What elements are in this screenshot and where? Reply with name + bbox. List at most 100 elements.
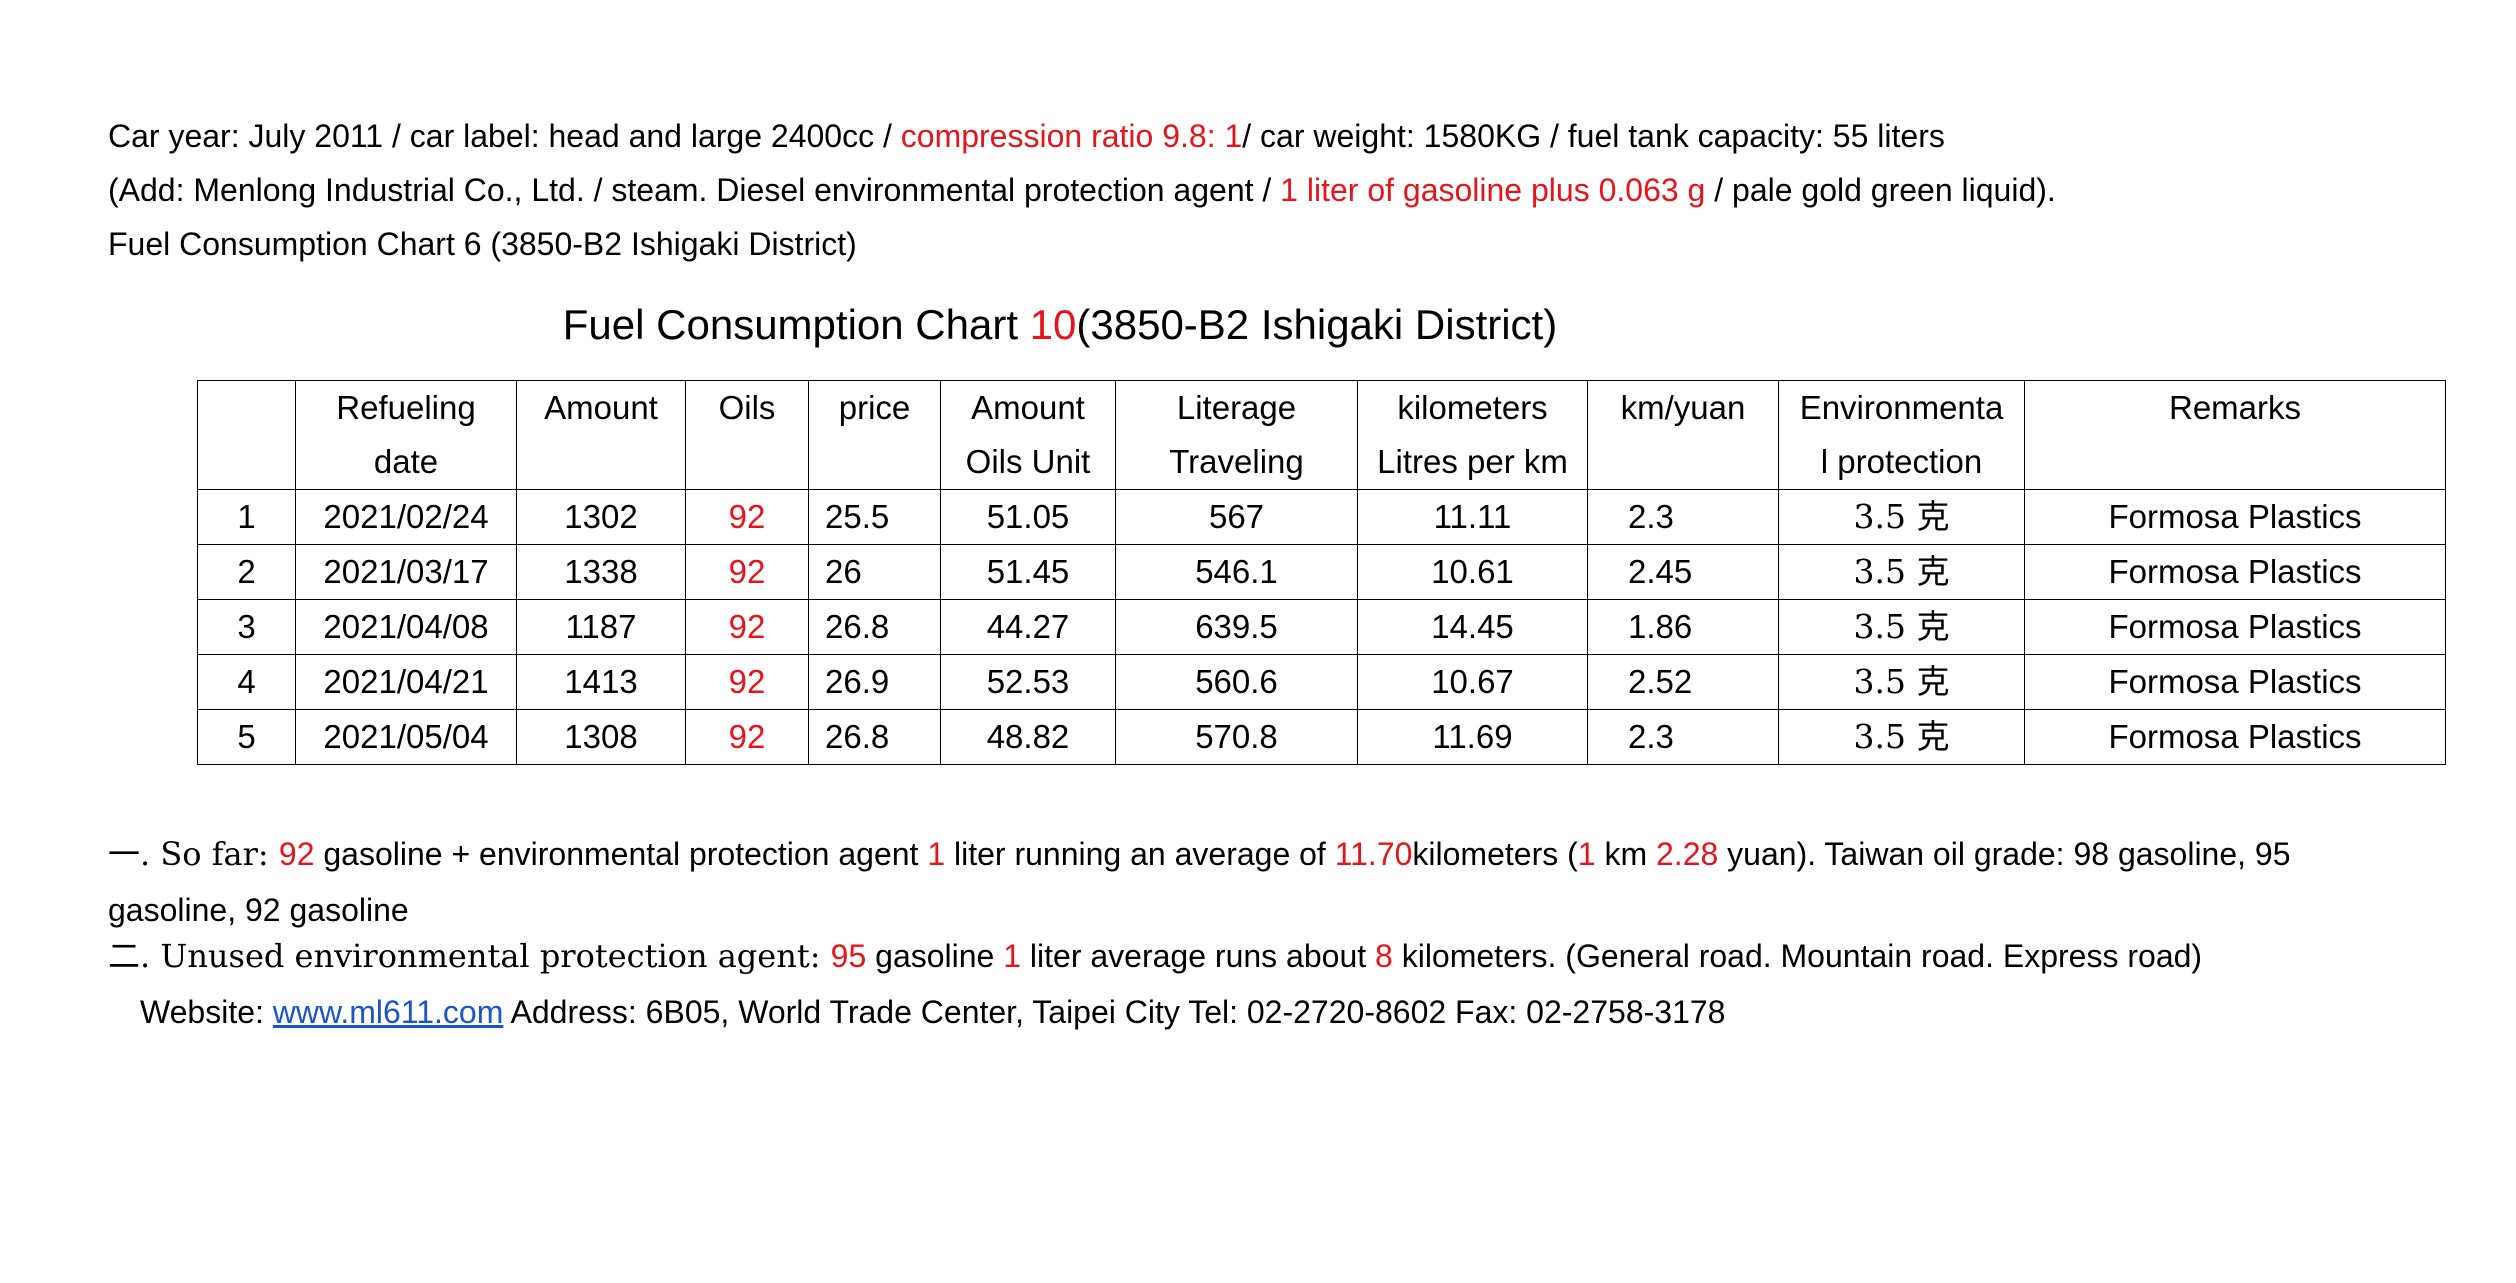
cell-unit: 44.27 [940, 599, 1116, 655]
intro-text: / car weight: 1580KG / fuel tank capacit… [1242, 118, 1945, 154]
cell-traveling: 546.1 [1115, 544, 1358, 600]
fuel-consumption-table: Refueling date Amount Oils price Amount Oi… [197, 380, 2446, 765]
cell-price: 25.5 [808, 489, 941, 545]
contact-line: Website: www.ml611.com Address: 6B05, Wo… [140, 992, 1725, 1032]
intro-line-2: (Add: Menlong Industrial Co., Ltd. / ste… [108, 170, 2056, 210]
cell-km-yuan: 2.3 [1587, 489, 1779, 545]
highlight-value: 95 [830, 938, 867, 974]
table-row: 1 2021/02/24 1302 92 25.5 51.05 567 11.1… [197, 489, 2446, 545]
cell-amount: 1302 [516, 489, 686, 545]
note-text: gasoline [866, 938, 1004, 974]
note-text: yuan). Taiwan oil grade: 98 gasoline, 95… [108, 836, 2291, 928]
header-refueling-date: Refueling date [295, 380, 517, 490]
cell-price: 26.8 [808, 599, 941, 655]
table-row: 4 2021/04/21 1413 92 26.9 52.53 560.6 10… [197, 654, 2446, 710]
highlight-value: 8 [1375, 938, 1393, 974]
table-row: 5 2021/05/04 1308 92 26.8 48.82 570.8 11… [197, 709, 2446, 765]
note-text: gasoline + environmental protection agen… [314, 836, 928, 872]
cell-unit: 51.45 [940, 544, 1116, 600]
cell-date: 2021/02/24 [295, 489, 517, 545]
table-header-row: Refueling date Amount Oils price Amount Oi… [197, 380, 2446, 490]
note-prefix: 一. So far: [108, 835, 279, 873]
cell-remarks: Formosa Plastics [2024, 489, 2446, 545]
table-title: Fuel Consumption Chart 10(3850-B2 Ishiga… [0, 298, 2120, 352]
cell-remarks: Formosa Plastics [2024, 654, 2446, 710]
highlight-value: 1 [1577, 836, 1596, 872]
summary-note-1: 一. So far: 92 gasoline + environmental p… [108, 826, 2408, 938]
highlight-value: 11.70 [1334, 836, 1413, 872]
cell-price: 26 [808, 544, 941, 600]
cell-price: 26.8 [808, 709, 941, 765]
summary-note-2: 二. Unused environmental protection agent… [108, 936, 2202, 976]
cell-amount: 1338 [516, 544, 686, 600]
table-title-prefix: Fuel Consumption Chart [562, 301, 1030, 348]
intro-line-3: Fuel Consumption Chart 6 (3850-B2 Ishiga… [108, 226, 857, 262]
cell-amount: 1187 [516, 599, 686, 655]
header-amount-oils-unit: Amount Oils Unit [940, 380, 1116, 490]
note-prefix: 二. Unused environmental protection agent… [108, 937, 831, 975]
cell-oils: 92 [685, 544, 809, 600]
cell-oils: 92 [685, 599, 809, 655]
cell-km-per-litre: 11.11 [1357, 489, 1588, 545]
cell-index: 5 [197, 709, 296, 765]
cell-km-yuan: 2.3 [1587, 709, 1779, 765]
cell-km-yuan: 1.86 [1587, 599, 1779, 655]
highlight-value: 1 [927, 836, 946, 872]
intro-text: / pale gold green liquid). [1705, 172, 2056, 208]
header-remarks: Remarks [2024, 380, 2446, 490]
highlight-value: 1 [1003, 938, 1022, 974]
cell-date: 2021/05/04 [295, 709, 517, 765]
note-text: liter running an average of [945, 836, 1335, 872]
cell-index: 1 [197, 489, 296, 545]
header-environmental-protection: Environmenta l protection [1778, 380, 2025, 490]
cell-km-per-litre: 10.67 [1357, 654, 1588, 710]
intro-line-1: Car year: July 2011 / car label: head an… [108, 116, 1945, 156]
cell-environmental: 3.5 克 [1778, 654, 2025, 710]
cell-unit: 52.53 [940, 654, 1116, 710]
cell-unit: 51.05 [940, 489, 1116, 545]
cell-traveling: 570.8 [1115, 709, 1358, 765]
cell-amount: 1308 [516, 709, 686, 765]
cell-remarks: Formosa Plastics [2024, 709, 2446, 765]
note-text: kilometers. (General road. Mountain road… [1392, 938, 2203, 974]
header-amount: Amount [516, 380, 686, 490]
cell-traveling: 567 [1115, 489, 1358, 545]
cell-date: 2021/04/08 [295, 599, 517, 655]
note-text: liter average runs about [1021, 938, 1376, 974]
table-row: 3 2021/04/08 1187 92 26.8 44.27 639.5 14… [197, 599, 2446, 655]
table-row: 2 2021/03/17 1338 92 26 51.45 546.1 10.6… [197, 544, 2446, 600]
cell-index: 2 [197, 544, 296, 600]
cell-index: 3 [197, 599, 296, 655]
highlight-value: 2.28 [1656, 836, 1719, 872]
cell-date: 2021/04/21 [295, 654, 517, 710]
cell-price: 26.9 [808, 654, 941, 710]
cell-amount: 1413 [516, 654, 686, 710]
header-km-per-yuan: km/yuan [1587, 380, 1779, 490]
header-index [197, 380, 296, 490]
cell-oils: 92 [685, 709, 809, 765]
intro-text: Car year: July 2011 / car label: head an… [108, 118, 901, 154]
header-literage-traveling: Literage Traveling [1115, 380, 1358, 490]
header-oils: Oils [685, 380, 809, 490]
cell-km-yuan: 2.45 [1587, 544, 1779, 600]
cell-date: 2021/03/17 [295, 544, 517, 600]
cell-environmental: 3.5 克 [1778, 544, 2025, 600]
note-text: kilometers ( [1412, 836, 1578, 872]
address-phone-fax: Address: 6B05, World Trade Center, Taipe… [503, 994, 1726, 1030]
cell-traveling: 560.6 [1115, 654, 1358, 710]
dosage-highlight: 1 liter of gasoline plus 0.063 g [1280, 172, 1706, 208]
cell-environmental: 3.5 克 [1778, 599, 2025, 655]
cell-remarks: Formosa Plastics [2024, 544, 2446, 600]
cell-oils: 92 [685, 654, 809, 710]
intro-text: (Add: Menlong Industrial Co., Ltd. / ste… [108, 172, 1281, 208]
cell-traveling: 639.5 [1115, 599, 1358, 655]
cell-oils: 92 [685, 489, 809, 545]
header-kilometers-per-litre: kilometers Litres per km [1357, 380, 1588, 490]
cell-km-per-litre: 14.45 [1357, 599, 1588, 655]
cell-km-yuan: 2.52 [1587, 654, 1779, 710]
cell-environmental: 3.5 克 [1778, 489, 2025, 545]
website-link[interactable]: www.ml611.com [272, 994, 504, 1030]
cell-remarks: Formosa Plastics [2024, 599, 2446, 655]
cell-environmental: 3.5 克 [1778, 709, 2025, 765]
note-text: km [1595, 836, 1656, 872]
